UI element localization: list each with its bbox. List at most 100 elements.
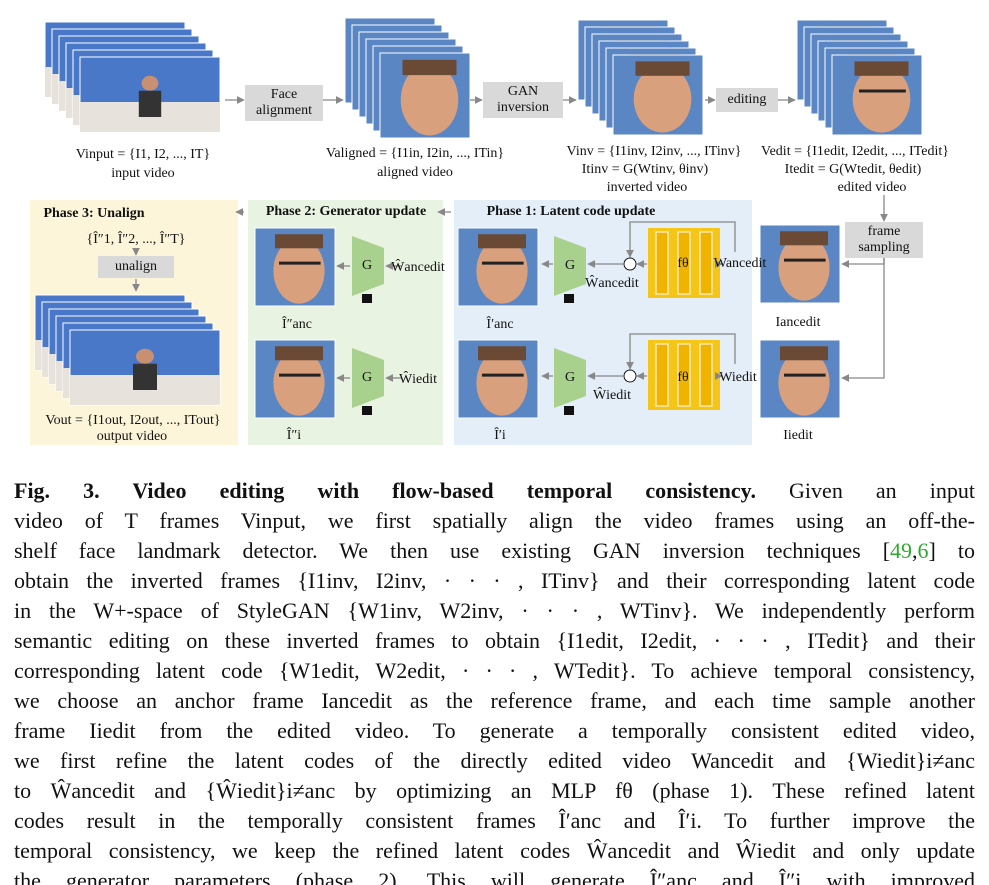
diagram-shapes	[34, 17, 923, 419]
hair	[275, 346, 323, 361]
hair	[402, 59, 457, 76]
video-label: output video	[97, 429, 167, 444]
video-formula: Vedit = {I1edit, I2edit, ..., ITedit}	[761, 144, 949, 159]
caption-line: codes result in the temporally consisten…	[14, 808, 975, 833]
connector	[841, 258, 885, 268]
generator-label: G	[362, 370, 372, 385]
step-label: frame	[868, 224, 901, 239]
caption-line: corresponding latent code {W1edit, W2edi…	[14, 658, 975, 683]
hair	[854, 61, 909, 76]
lock	[564, 294, 574, 303]
connector	[626, 333, 736, 370]
caption-line: frame Iiedit from the edited video. To g…	[14, 718, 975, 743]
step-label: inversion	[497, 100, 549, 115]
video-formula: Vinput = {I1, I2, ..., IT}	[76, 147, 210, 162]
caption-line: shelf face landmark detector. We then us…	[14, 538, 975, 563]
phase-title: Phase 3: Unalign	[43, 206, 144, 221]
hair	[780, 231, 828, 246]
caption-line: temporal consistency, we keep the refine…	[14, 838, 975, 863]
caption: Fig. 3. Video editing with flow-based te…	[14, 476, 975, 885]
video-label: aligned video	[377, 165, 453, 180]
face	[273, 350, 325, 416]
generator-label: G	[565, 258, 575, 273]
caption-line: obtain the inverted frames {I1inv, I2inv…	[14, 568, 975, 593]
mlp-bar	[655, 231, 669, 295]
caption-text: shelf face landmark detector. We then us…	[14, 538, 891, 563]
face	[633, 65, 692, 133]
caption-line: semantic editing on these inverted frame…	[14, 628, 975, 653]
step-label: editing	[728, 92, 767, 107]
latent-label: Ŵiedit	[593, 386, 631, 403]
latent-label: Ŵancedit	[391, 258, 445, 275]
hair	[478, 234, 526, 249]
generator	[352, 348, 384, 408]
video-label: input video	[111, 166, 174, 181]
citation[interactable]: 6	[917, 538, 929, 563]
face	[136, 348, 154, 364]
latent-label: Wancedit	[714, 256, 767, 271]
video-label: edited video	[838, 180, 907, 195]
caption-line: to Ŵancedit and {Ŵiedit}i≠anc by optimiz…	[14, 778, 975, 803]
step-box	[245, 85, 323, 121]
step-box	[716, 88, 778, 112]
caption-text: ] to	[928, 538, 975, 563]
caption-label: Fig. 3. Video editing with flow-based te…	[14, 478, 756, 503]
caption-line: in the W+-space of StyleGAN {W1inv, W2in…	[14, 598, 975, 623]
phase-title: Phase 1: Latent code update	[487, 204, 656, 219]
latent-label: Wiedit	[719, 370, 757, 385]
hair	[478, 346, 526, 361]
step-label: unalign	[115, 259, 157, 274]
lock	[564, 406, 574, 415]
generator-label: G	[565, 370, 575, 385]
face	[852, 65, 911, 133]
mlp-bar	[699, 231, 713, 295]
lock	[362, 294, 372, 303]
step-label: alignment	[256, 103, 312, 118]
caption-line: the generator parameters (phase 2). This…	[14, 868, 975, 885]
step-box	[483, 82, 563, 118]
connector	[626, 221, 736, 258]
connector	[841, 258, 885, 382]
lock	[362, 406, 372, 415]
step-box	[845, 222, 923, 258]
sample-label: Iiedit	[783, 428, 813, 443]
step-box	[98, 256, 174, 278]
face	[400, 64, 459, 136]
video-generation: Itinv = G(Wtinv, θinv)	[582, 162, 709, 177]
generator	[352, 236, 384, 296]
phase3-set: {Î″1, Î″2, ..., Î″T}	[87, 230, 186, 247]
step-label: GAN	[508, 84, 538, 99]
latent-label: Ŵiedit	[399, 370, 437, 387]
caption-line: we choose an anchor frame Iancedit as th…	[14, 688, 975, 713]
body	[138, 90, 162, 117]
caption-text: Given an input	[755, 478, 975, 503]
step-label: Face	[271, 87, 297, 102]
caption-line: Fig. 3. Video editing with flow-based te…	[14, 476, 975, 506]
output-label: Î″i	[287, 426, 301, 443]
video-formula: Vout = {I1out, I2out, ..., ITout}	[45, 413, 220, 428]
hair	[635, 61, 690, 76]
face	[778, 350, 830, 416]
face	[778, 235, 830, 301]
mlp-bar	[699, 343, 713, 407]
video-generation: Itedit = G(Wtedit, θedit)	[785, 162, 922, 177]
mlp-bar	[677, 343, 691, 407]
face	[141, 75, 159, 91]
sum	[623, 257, 637, 271]
body	[133, 363, 157, 390]
video-label: inverted video	[607, 180, 687, 195]
citation[interactable]: 49	[890, 538, 913, 563]
output-label: Î′i	[494, 426, 506, 443]
face	[476, 238, 528, 304]
face	[273, 238, 325, 304]
generator-label: G	[362, 258, 372, 273]
video-formula: Valigned = {I1in, I2in, ..., ITin}	[326, 146, 504, 161]
mlp-label: fθ	[677, 256, 689, 271]
output-label: Î′anc	[486, 315, 513, 332]
output-label: Î″anc	[282, 315, 312, 332]
mlp-label: fθ	[677, 370, 689, 385]
generator	[554, 236, 586, 296]
figure: Face alignment GAN inversion editing fra…	[30, 17, 949, 445]
face	[476, 350, 528, 416]
caption-line: we first refine the latent codes of the …	[14, 748, 975, 773]
